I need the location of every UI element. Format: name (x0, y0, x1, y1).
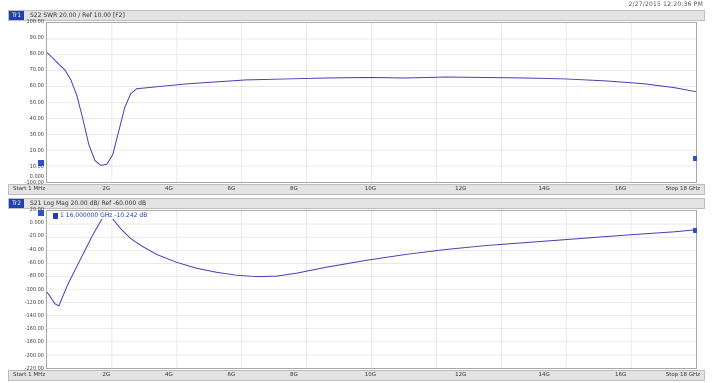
y-label: -140.00 (24, 312, 44, 319)
y-label: -200.00 (24, 352, 44, 359)
y-label: -20.00 (27, 233, 44, 240)
y-label: 70.00 (29, 67, 44, 74)
y-label: -100.00 (24, 286, 44, 293)
y-label: -100.00 (24, 180, 44, 186)
right-scroll-marker-top[interactable] (693, 156, 697, 161)
y-label: -180.00 (24, 339, 44, 346)
trace-label-top[interactable]: Tr1 (9, 11, 25, 20)
y-label: 50.00 (29, 99, 44, 106)
trace-title-bar-bottom[interactable]: Tr2 S21 Log Mag 20.00 dB/ Ref -60.000 dB (8, 198, 705, 209)
reference-marker-top[interactable] (38, 160, 44, 166)
y-label: 40.00 (29, 115, 44, 122)
right-scroll-marker-bottom[interactable] (693, 228, 697, 233)
freq-tick: 2G (102, 186, 111, 192)
freq-tick: 16G (614, 186, 627, 192)
y-label: 0.000 (29, 220, 44, 227)
grid-top (47, 23, 696, 182)
y-label: -60.00 (27, 259, 44, 266)
y-label: -80.00 (27, 273, 44, 280)
freq-tick: 6G (227, 372, 236, 378)
freq-tick: 14G (538, 372, 550, 378)
y-label: -220.00 (24, 366, 44, 372)
y-label: 20.00 (29, 147, 44, 154)
freq-tick: 6G (227, 186, 236, 192)
y-label: 100.00 (26, 19, 45, 25)
y-label: 0.000 (29, 173, 44, 180)
trace-line-bottom (47, 212, 696, 307)
frequency-bar-bottom: Start 1 MHz 2G 4G 6G 8G 10G 12G 14G 16G … (8, 370, 705, 381)
trace-label-bottom[interactable]: Tr2 (9, 199, 25, 208)
y-label: 30.00 (29, 131, 44, 138)
plot-area-top[interactable] (46, 22, 697, 183)
grid-bottom (47, 211, 696, 368)
freq-tick: 2G (102, 372, 111, 378)
frequency-bar-top: Start 1 MHz 2G 4G 6G 8G 10G 12G 14G 16G … (8, 184, 705, 195)
y-label: 90.00 (29, 35, 44, 42)
trace-params-bottom: S21 Log Mag 20.00 dB/ Ref -60.000 dB (30, 200, 147, 207)
freq-tick: 10G (364, 186, 377, 192)
freq-tick: 8G (290, 186, 298, 192)
freq-tick: 12G (455, 372, 467, 378)
trace-panel-bottom: Tr2 S21 Log Mag 20.00 dB/ Ref -60.000 dB… (8, 198, 705, 381)
y-label: 60.00 (29, 83, 44, 90)
trace-graph-top (47, 23, 696, 182)
marker-icon (53, 212, 58, 219)
trace-params-top: S22 SWR 20.00 / Ref 10.00 [F2] (30, 12, 125, 19)
stop-frequency: Stop 18 GHz (665, 372, 700, 378)
freq-tick: 4G (164, 372, 173, 378)
freq-tick: 8G (290, 372, 298, 378)
reference-marker-bottom[interactable] (38, 210, 44, 216)
freq-tick: 10G (364, 372, 377, 378)
y-label: -120.00 (24, 299, 44, 306)
trace-title-bar-top[interactable]: Tr1 S22 SWR 20.00 / Ref 10.00 [F2] (8, 10, 705, 21)
freq-tick: 4G (164, 186, 173, 192)
start-frequency: Start 1 MHz (13, 186, 46, 192)
freq-tick: 16G (614, 372, 627, 378)
start-frequency: Start 1 MHz (13, 372, 46, 378)
freq-tick: 12G (455, 186, 467, 192)
marker-value: 16.000000 GHz -10.242 dB (65, 212, 148, 219)
y-label: -160.00 (24, 326, 44, 333)
y-label: 10.00 (29, 163, 44, 170)
trace-panel-top: Tr1 S22 SWR 20.00 / Ref 10.00 [F2] 100.0… (8, 10, 705, 195)
trace-graph-bottom (47, 211, 696, 368)
marker-readout[interactable]: 1 16.000000 GHz -10.242 dB (51, 212, 150, 219)
freq-tick: 14G (538, 186, 550, 192)
timestamp: 2/27/2015 12:20:36 PM (628, 1, 703, 8)
y-label: 20.00 (29, 207, 44, 213)
y-axis-labels-bottom: 20.00 0.000 -20.00 -40.00 -60.00 -80.00 … (8, 207, 44, 372)
marker-label: 1 (60, 212, 64, 219)
plot-area-bottom[interactable]: 1 16.000000 GHz -10.242 dB (46, 210, 697, 369)
trace-line-top (47, 52, 696, 166)
stop-frequency: Stop 18 GHz (665, 186, 700, 192)
y-label: 80.00 (29, 51, 44, 58)
y-label: -40.00 (27, 246, 44, 253)
y-axis-labels-top: 100.00 90.00 80.00 70.00 60.00 50.00 40.… (8, 19, 45, 186)
